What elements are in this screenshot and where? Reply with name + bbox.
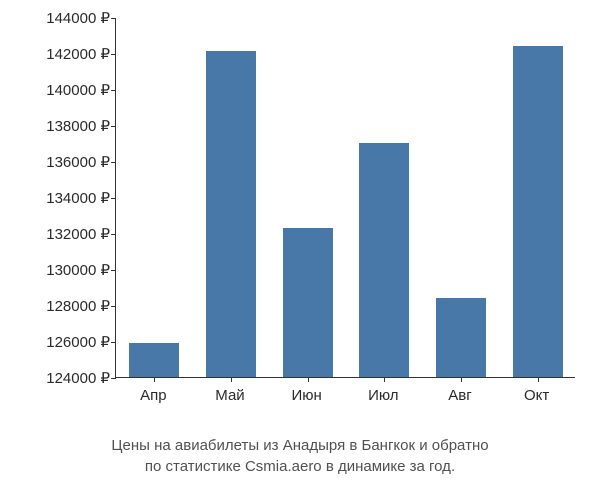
x-tick-label: Авг	[448, 387, 471, 404]
bar	[129, 343, 179, 377]
x-tick-label: Окт	[524, 387, 549, 404]
y-tick-label: 142000 ₽	[46, 45, 110, 63]
bar	[206, 51, 256, 377]
y-axis: 124000 ₽126000 ₽128000 ₽130000 ₽132000 ₽…	[20, 10, 115, 380]
y-tick-label: 128000 ₽	[46, 297, 110, 315]
y-tick-label: 144000 ₽	[46, 9, 110, 27]
y-tick-label: 124000 ₽	[46, 369, 110, 387]
y-tick-label: 130000 ₽	[46, 261, 110, 279]
bar	[513, 46, 563, 377]
plot-area	[115, 18, 575, 378]
bar	[436, 298, 486, 377]
y-tick-label: 136000 ₽	[46, 153, 110, 171]
y-tick-label: 132000 ₽	[46, 225, 110, 243]
caption-line2: по статистике Csmia.aero в динамике за г…	[145, 458, 455, 475]
chart-caption: Цены на авиабилеты из Анадыря в Бангкок …	[0, 435, 600, 477]
y-tick-label: 138000 ₽	[46, 117, 110, 135]
x-tick-label: Май	[215, 387, 244, 404]
x-axis: Апр Май Июн Июл Авг Окт	[115, 385, 575, 415]
x-tick-label: Июл	[368, 387, 398, 404]
bar	[359, 143, 409, 377]
y-tick-label: 134000 ₽	[46, 189, 110, 207]
x-tick-label: Июн	[291, 387, 321, 404]
price-chart: 124000 ₽ 126000 ₽ 128000 ₽ 130000 ₽ 132000 ₽…	[20, 10, 580, 430]
bar	[283, 228, 333, 377]
y-tick-label: 126000 ₽	[46, 333, 110, 351]
caption-line1: Цены на авиабилеты из Анадыря в Бангкок …	[111, 437, 488, 454]
y-tick-label: 140000 ₽	[46, 81, 110, 99]
x-tick-label: Апр	[140, 387, 166, 404]
